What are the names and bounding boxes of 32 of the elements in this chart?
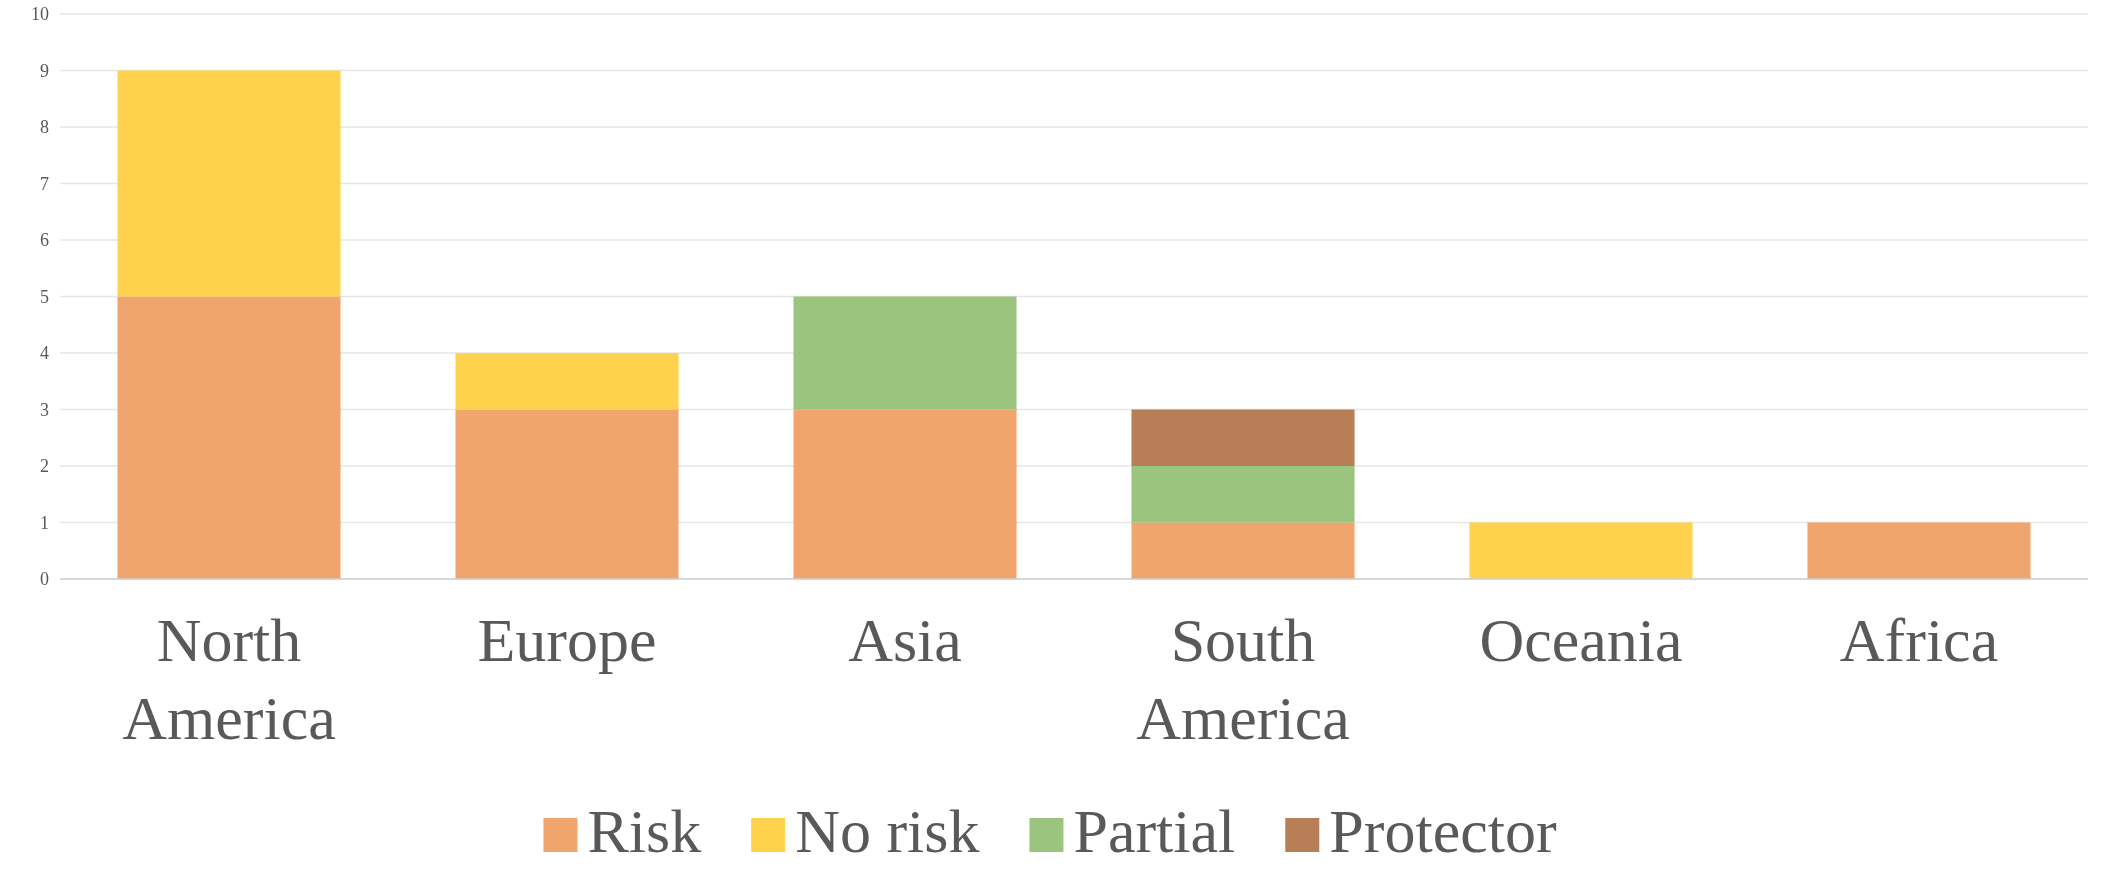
bar <box>793 409 1017 579</box>
y-tick-label: 1 <box>40 512 49 533</box>
bar <box>117 70 341 297</box>
y-tick-label: 3 <box>40 399 49 420</box>
x-tick-label: South America <box>1136 606 1350 752</box>
bar <box>1807 522 2031 579</box>
y-tick-label: 5 <box>40 286 49 307</box>
x-tick-label: Africa <box>1839 606 1999 674</box>
bar <box>455 353 679 410</box>
bar <box>1131 409 1355 466</box>
y-tick-label: 7 <box>40 173 49 194</box>
bar <box>1469 522 1693 579</box>
bar <box>1131 522 1355 579</box>
y-tick-label: 2 <box>40 456 49 477</box>
y-tick-label: 0 <box>40 569 49 590</box>
y-tick-label: 10 <box>31 4 49 25</box>
y-tick-label: 8 <box>40 117 49 138</box>
x-tick-label: Asia <box>848 606 962 674</box>
bar <box>1131 466 1355 523</box>
y-tick-label: 9 <box>40 60 49 81</box>
x-tick-label: Europe <box>477 606 657 674</box>
bar <box>117 296 341 579</box>
legend-label: Partial <box>1073 797 1236 865</box>
bar <box>793 296 1017 410</box>
x-tick-label: Oceania <box>1479 606 1683 674</box>
bar <box>455 409 679 579</box>
legend-label: Protector <box>1329 797 1557 865</box>
x-tick-label: North America <box>122 606 336 752</box>
y-tick-label: 6 <box>40 230 49 251</box>
y-tick-label: 4 <box>40 343 49 364</box>
legend-label: Risk <box>587 797 702 865</box>
legend-label: No risk <box>795 797 980 865</box>
